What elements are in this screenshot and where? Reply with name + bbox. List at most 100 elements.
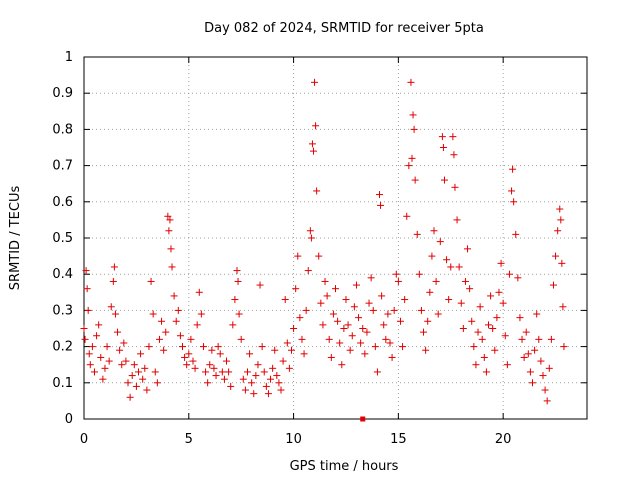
data-point — [223, 357, 231, 365]
data-point — [558, 259, 566, 267]
data-point — [319, 321, 327, 329]
data-point — [88, 343, 96, 351]
y-tick-label: 1 — [65, 50, 73, 65]
data-point — [235, 310, 243, 318]
data-point — [132, 382, 140, 390]
data-point — [352, 281, 360, 289]
data-point — [509, 165, 517, 173]
data-point — [346, 346, 354, 354]
x-tick-label: 15 — [390, 432, 407, 447]
data-point — [371, 343, 379, 351]
data-point — [338, 361, 346, 369]
data-point — [405, 162, 413, 170]
data-point — [518, 335, 526, 343]
data-point — [545, 364, 553, 372]
data-point — [300, 350, 308, 358]
data-point — [81, 335, 89, 343]
data-point — [212, 372, 220, 380]
y-tick-label: 0.4 — [52, 267, 73, 282]
data-point — [403, 212, 411, 220]
data-point — [155, 335, 163, 343]
data-point — [547, 335, 555, 343]
data-point — [401, 296, 409, 304]
y-tick-label: 0 — [65, 412, 73, 427]
data-point — [105, 357, 113, 365]
data-point — [526, 368, 534, 376]
data-point — [86, 361, 94, 369]
data-point — [480, 353, 488, 361]
data-point — [189, 357, 197, 365]
data-point — [97, 353, 105, 361]
data-point — [317, 299, 325, 307]
data-point — [147, 277, 155, 285]
data-point — [472, 361, 480, 369]
x-tick-label: 0 — [80, 432, 88, 447]
data-point — [541, 386, 549, 394]
data-point — [508, 187, 516, 195]
data-point — [134, 368, 142, 376]
data-point — [124, 379, 132, 387]
data-point — [323, 292, 331, 300]
data-point — [373, 368, 381, 376]
data-point — [202, 368, 210, 376]
data-point — [197, 310, 205, 318]
data-point — [204, 379, 212, 387]
y-tick-label: 0.3 — [52, 303, 73, 318]
x-tick-label: 20 — [495, 432, 512, 447]
data-point — [443, 256, 451, 264]
data-point — [172, 317, 180, 325]
data-point — [304, 267, 312, 275]
data-point — [409, 111, 417, 119]
data-point — [149, 310, 157, 318]
data-point — [357, 339, 365, 347]
data-point — [505, 270, 513, 278]
data-point — [252, 372, 260, 380]
data-point — [307, 234, 315, 242]
data-point — [187, 335, 195, 343]
data-point — [497, 259, 505, 267]
data-point — [239, 375, 247, 383]
data-point — [313, 187, 321, 195]
data-point — [273, 372, 281, 380]
data-point — [476, 303, 484, 311]
data-point — [470, 343, 478, 351]
plot-frame — [83, 56, 588, 420]
data-point — [445, 296, 453, 304]
data-point — [143, 386, 151, 394]
data-point — [233, 267, 241, 275]
data-point — [524, 350, 532, 358]
data-point — [424, 317, 432, 325]
data-point — [283, 339, 291, 347]
data-point — [167, 245, 175, 253]
data-point — [229, 321, 237, 329]
data-point — [294, 252, 302, 260]
data-point — [269, 364, 277, 372]
data-point — [489, 325, 497, 332]
data-point — [453, 216, 461, 224]
data-point — [114, 328, 122, 336]
data-point — [141, 364, 149, 372]
data-point — [111, 310, 119, 318]
data-point — [560, 343, 568, 351]
data-point — [533, 310, 541, 318]
data-point — [468, 317, 476, 325]
data-point — [116, 346, 124, 354]
data-point — [367, 274, 375, 282]
data-point — [396, 317, 404, 325]
data-point — [84, 306, 92, 314]
data-point — [279, 357, 287, 365]
y-tick-label: 0.2 — [52, 340, 73, 355]
data-point — [344, 321, 352, 329]
data-point — [491, 346, 499, 354]
data-point — [503, 361, 511, 369]
data-point — [501, 332, 509, 340]
data-point — [327, 353, 335, 361]
data-point — [210, 364, 218, 372]
data-point — [174, 306, 182, 314]
data-point — [231, 296, 239, 304]
data-point — [308, 140, 316, 148]
data-point — [554, 227, 562, 235]
data-point — [457, 299, 465, 307]
data-point — [176, 332, 184, 340]
